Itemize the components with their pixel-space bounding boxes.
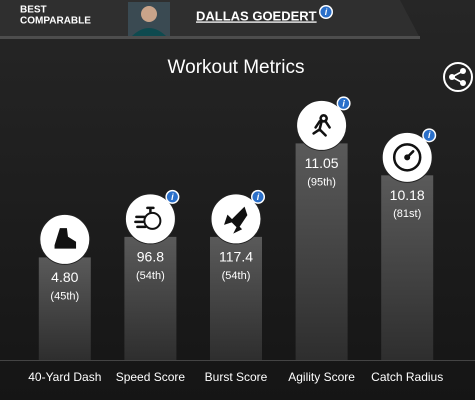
metric-icon bbox=[39, 213, 91, 265]
info-dot bbox=[338, 97, 350, 109]
bar bbox=[38, 257, 91, 360]
icon-glyph bbox=[312, 114, 331, 137]
metric-icon bbox=[381, 131, 433, 183]
info-icon[interactable]: i bbox=[319, 5, 333, 19]
score-label: 117.4 bbox=[219, 249, 253, 265]
icon-glyph bbox=[134, 206, 155, 229]
bar bbox=[124, 236, 177, 360]
info-icon[interactable]: i bbox=[165, 189, 180, 204]
metric-icon bbox=[124, 193, 176, 245]
x-tick-label: Speed Score bbox=[116, 370, 186, 384]
bar bbox=[381, 175, 434, 360]
icon-circle bbox=[124, 193, 176, 245]
info-icon[interactable]: i bbox=[251, 189, 265, 204]
bar bbox=[295, 143, 348, 360]
info-icon[interactable]: i bbox=[422, 128, 437, 143]
bar bbox=[210, 236, 262, 360]
percentile-label: (95th) bbox=[307, 176, 336, 188]
share-button[interactable] bbox=[443, 62, 473, 92]
x-tick-label: Burst Score bbox=[205, 370, 268, 384]
icon-glyph bbox=[392, 143, 422, 172]
info-dot bbox=[423, 129, 435, 141]
header-band bbox=[0, 0, 420, 38]
score-label: 4.80 bbox=[51, 269, 78, 285]
metric-icon bbox=[210, 193, 262, 245]
header-rule bbox=[0, 36, 420, 39]
icon-glyph bbox=[54, 228, 77, 249]
header-label: COMPARABLE bbox=[20, 16, 91, 27]
x-tick-label: Catch Radius bbox=[371, 370, 443, 384]
chart-title: Workout Metrics bbox=[168, 57, 305, 78]
player-name[interactable]: DALLAS GOEDERT bbox=[196, 8, 317, 23]
info-glyph: i bbox=[171, 192, 174, 202]
score-label: 96.8 bbox=[137, 249, 164, 265]
info-glyph: i bbox=[342, 98, 345, 108]
icon-glyph bbox=[143, 211, 162, 230]
header-label: BEST bbox=[20, 5, 47, 16]
x-tick-label: 40-Yard Dash bbox=[28, 370, 101, 384]
percentile-label: (81st) bbox=[393, 208, 421, 220]
metric-icon bbox=[296, 99, 348, 151]
score-label: 10.18 bbox=[390, 187, 425, 203]
baseline bbox=[0, 360, 475, 361]
percentile-label: (54th) bbox=[222, 270, 251, 282]
percentile-label: (45th) bbox=[50, 290, 79, 302]
percentile-label: (54th) bbox=[136, 270, 165, 282]
score-label: 11.05 bbox=[305, 155, 339, 171]
x-tick-label: Agility Score bbox=[288, 370, 355, 384]
icon-glyph bbox=[224, 206, 248, 234]
player-photo bbox=[128, 2, 170, 36]
svg-text:i: i bbox=[325, 7, 328, 17]
icon-glyph bbox=[405, 150, 415, 159]
info-dot bbox=[252, 191, 264, 203]
info-glyph: i bbox=[257, 192, 260, 202]
info-icon[interactable]: i bbox=[336, 96, 351, 111]
info-dot bbox=[166, 191, 178, 203]
info-glyph: i bbox=[428, 130, 431, 140]
